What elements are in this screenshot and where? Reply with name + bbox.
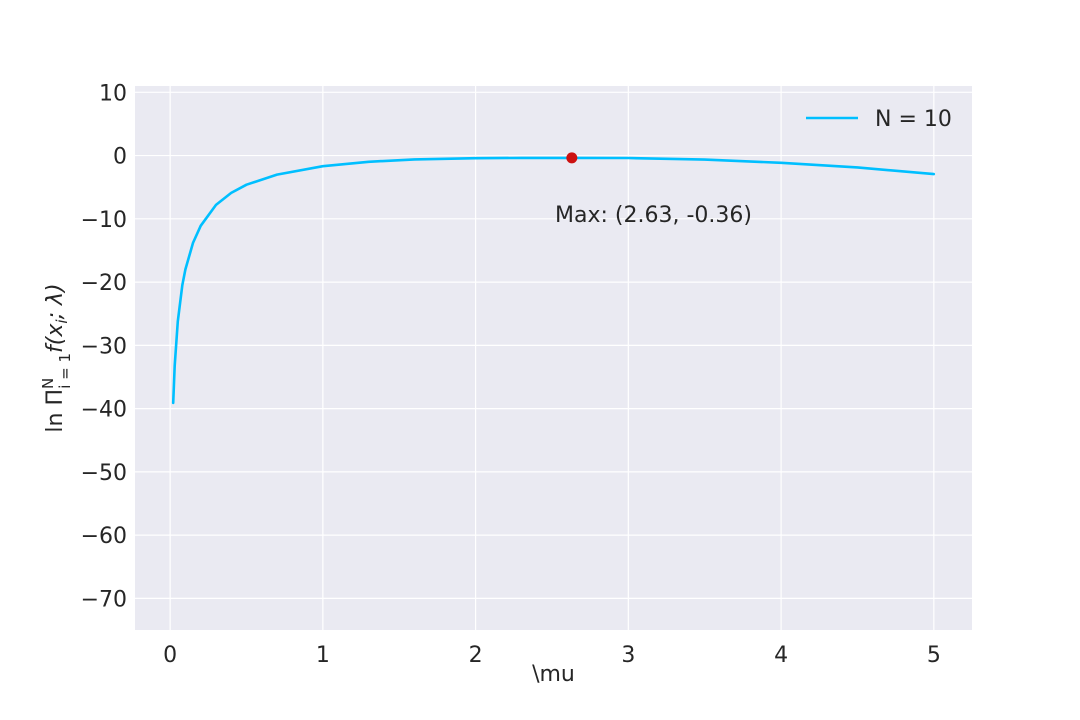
legend: N = 10 <box>806 107 952 132</box>
x-tick-label: 2 <box>469 643 483 668</box>
y-label-sup: N <box>39 378 57 389</box>
y-tick-label: −70 <box>81 587 127 612</box>
tick-labels: 0 1 2 3 4 5 10 0 −10 −20 −30 −40 −50 −60 −70 <box>81 81 941 668</box>
y-axis-label: ln ΠNi = 1f(xi; λ) <box>39 283 74 432</box>
x-tick-label: 3 <box>621 643 635 668</box>
y-label-sub: i = 1 <box>56 353 74 389</box>
x-tick-label: 1 <box>316 643 330 668</box>
x-tick-label: 5 <box>927 643 941 668</box>
y-tick-label: 10 <box>99 81 127 106</box>
y-tick-label: −60 <box>81 524 127 549</box>
y-tick-label: −20 <box>81 271 127 296</box>
y-tick-label: −30 <box>81 334 127 359</box>
y-tick-label: −40 <box>81 398 127 423</box>
x-tick-label: 0 <box>163 643 177 668</box>
y-tick-label: −10 <box>81 208 127 233</box>
x-axis-label: \mu <box>532 662 575 687</box>
series-line <box>171 156 936 405</box>
grid-lines <box>135 86 972 630</box>
max-annotation: Max: (2.63, -0.36) <box>555 203 752 228</box>
y-label-suffix: ; λ) <box>43 283 68 319</box>
y-label-body-sub: i <box>53 319 71 324</box>
x-tick-label: 4 <box>774 643 788 668</box>
y-label-body: f(x <box>43 323 68 353</box>
max-point-marker <box>566 152 578 164</box>
y-label-prefix: ln Π <box>43 389 68 433</box>
legend-label: N = 10 <box>875 107 952 132</box>
y-tick-label: 0 <box>113 145 127 170</box>
y-tick-label: −50 <box>81 461 127 486</box>
series-layer <box>171 152 936 405</box>
